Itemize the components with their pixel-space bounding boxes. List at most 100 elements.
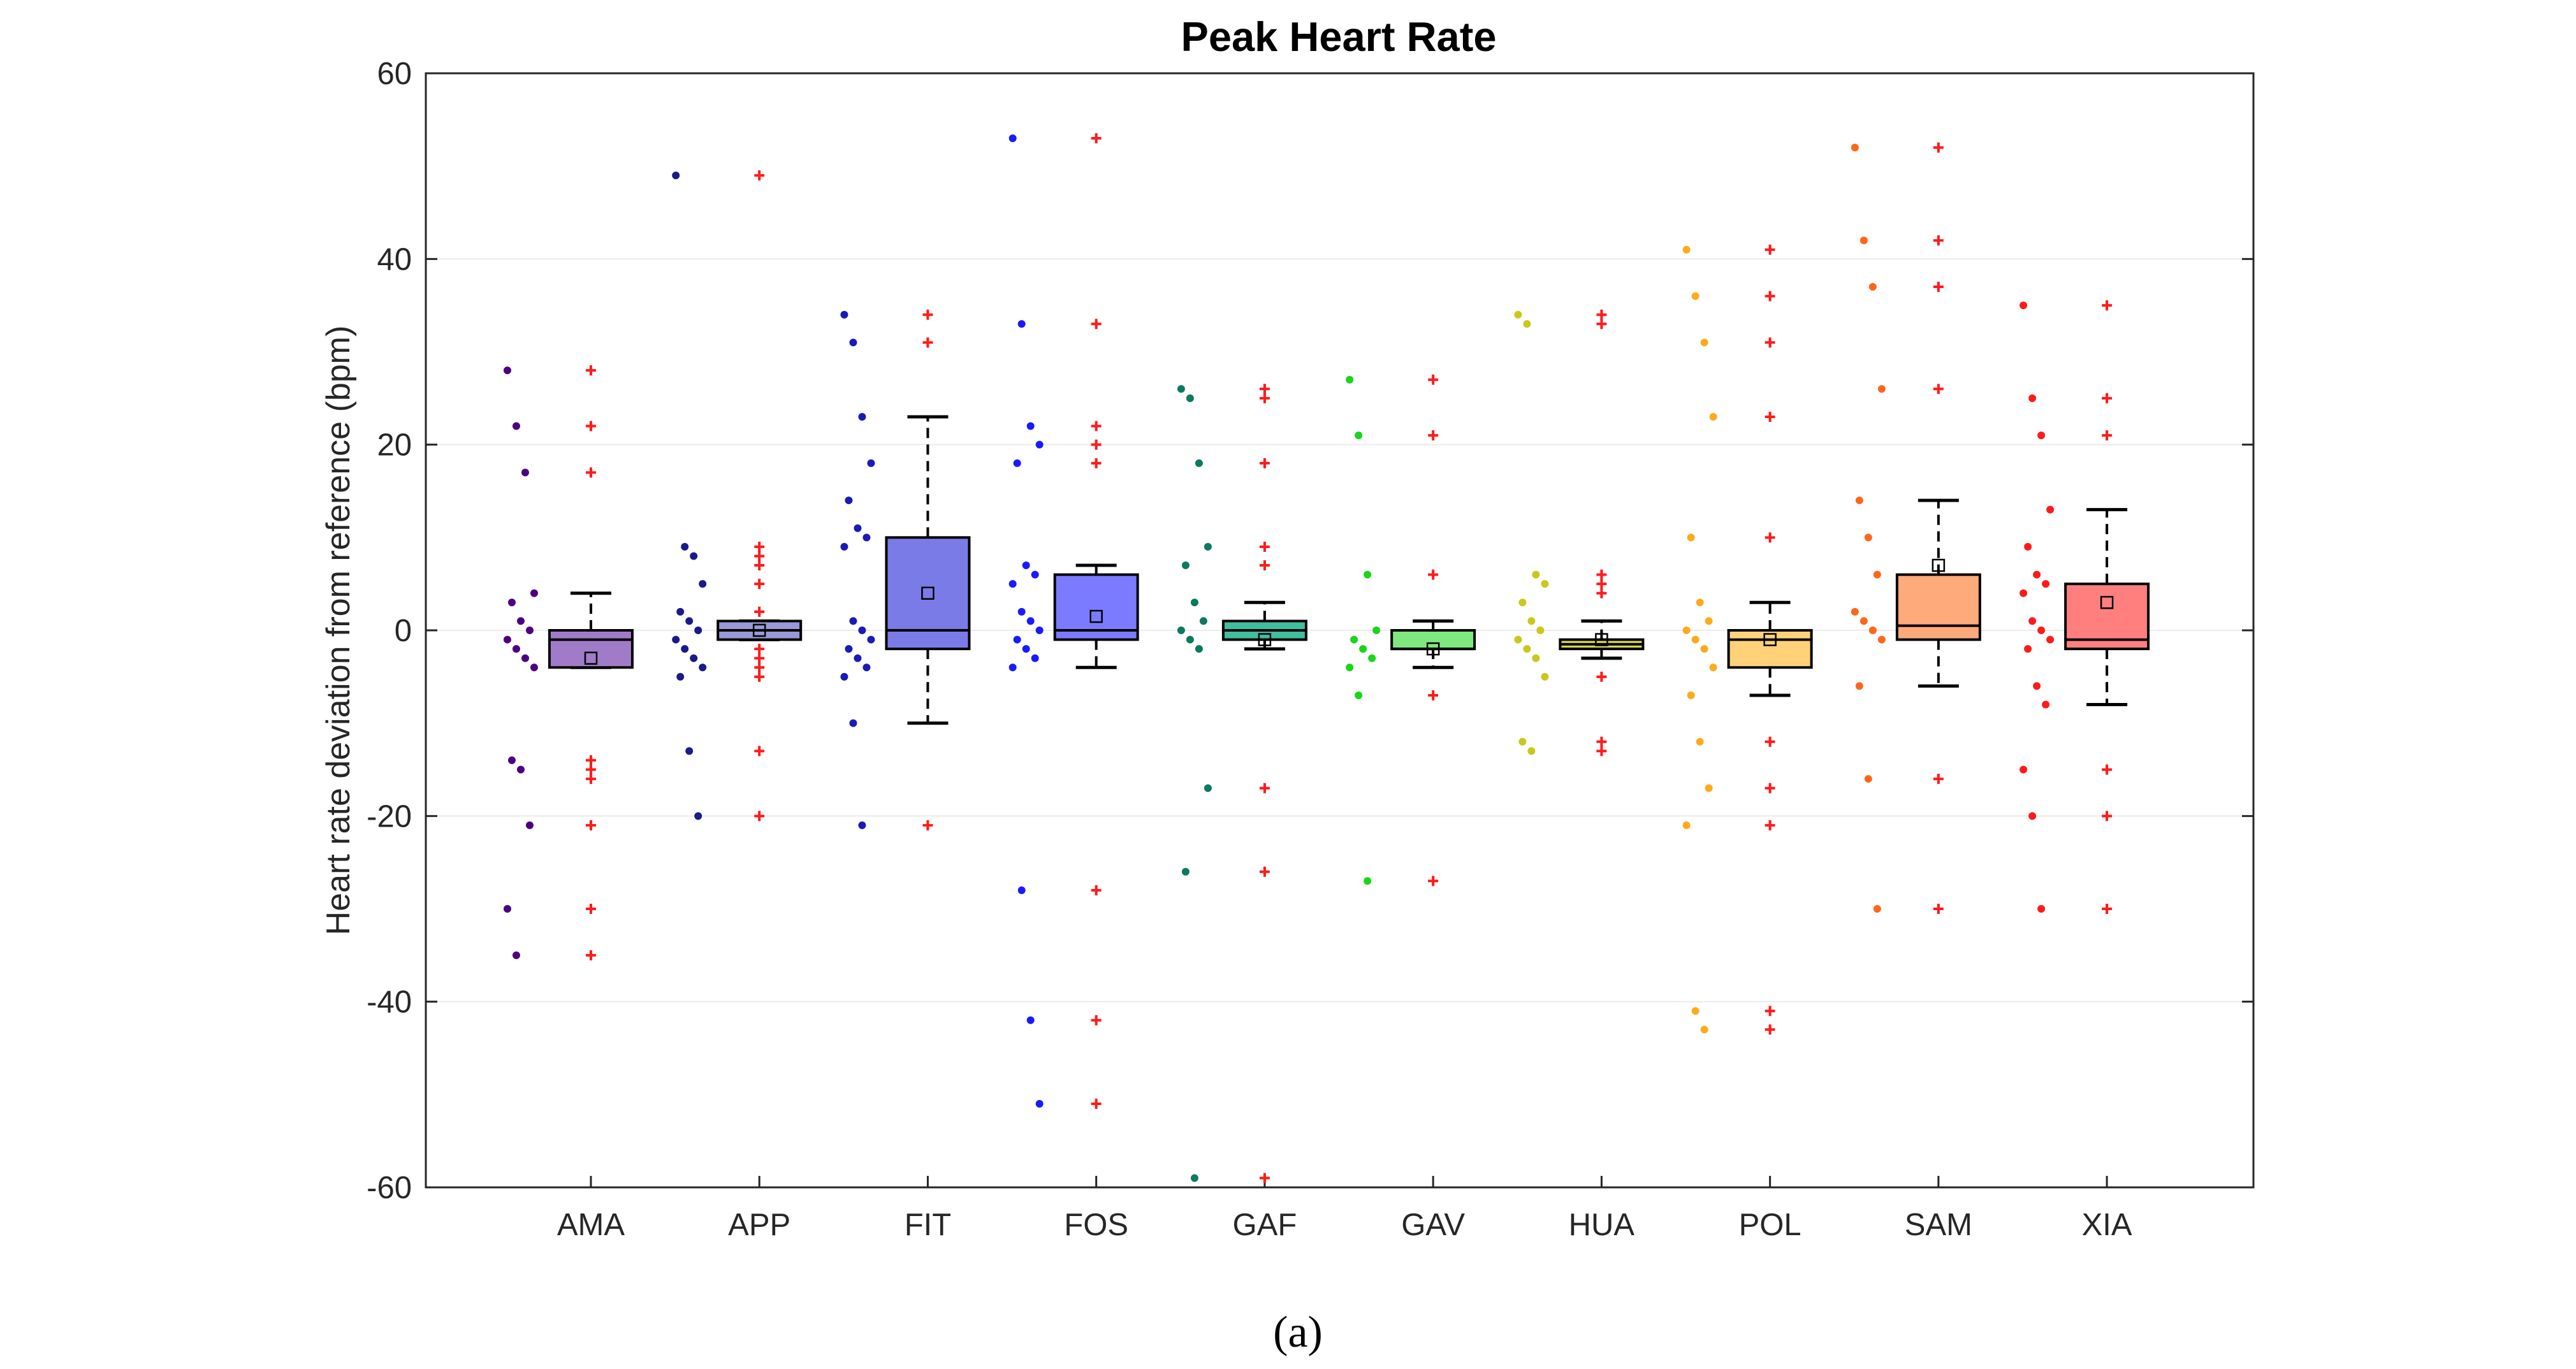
box-group-fit [840,309,971,830]
outlier-marker [585,764,596,775]
data-point [1709,663,1717,672]
outlier-marker [1259,541,1270,552]
data-point [694,627,702,634]
data-point [858,821,866,829]
data-point [2037,905,2046,913]
outlier-marker [1765,411,1775,422]
outlier-marker [1933,282,1944,293]
data-point [1035,1099,1044,1108]
data-point [503,366,511,375]
y-axis-label: Heart rate deviation from reference (bpm… [320,326,357,936]
mean-marker [752,623,766,637]
box-group-pol [1682,244,1813,1035]
data-point [1190,598,1198,607]
data-point [1372,627,1381,634]
data-point [1687,691,1695,699]
data-point [1181,561,1190,570]
data-point [2046,635,2055,644]
outlier-marker [1259,384,1270,395]
outlier-marker [922,337,933,348]
mean-marker [1426,642,1440,656]
data-point [1186,394,1194,402]
outlier-marker [754,170,765,181]
data-point [849,719,857,727]
box-group-sam [1851,142,1981,914]
box-group-gaf [1177,384,1307,1184]
outlier-marker [1259,866,1270,877]
data-point [1355,431,1363,440]
x-tick-label: FOS [1064,1208,1128,1242]
data-point [1350,635,1358,644]
data-point [1017,320,1026,328]
data-point [1022,645,1030,653]
outlier-marker [1933,142,1944,153]
data-point [2028,812,2037,820]
data-point [676,607,685,616]
iqr-box [2064,583,2150,651]
outlier-marker [585,774,596,785]
data-point [1026,617,1035,625]
data-point [1031,570,1039,579]
data-point [1523,645,1531,653]
data-point [1195,645,1203,653]
outlier-marker [754,606,765,617]
mean-marker [1089,609,1103,623]
outlier-marker [1091,439,1102,450]
data-point [516,617,525,625]
x-tick-label: GAF [1233,1208,1297,1242]
mean-marker [584,651,598,665]
data-point [1868,627,1877,634]
data-point [521,468,529,477]
mean-marker [1595,633,1608,646]
data-point [1177,385,1185,393]
data-point [512,422,520,430]
outlier-marker [1091,458,1102,468]
data-point [1687,533,1695,542]
data-point [854,524,862,532]
iqr-box [885,536,971,651]
iqr-box [1053,573,1139,641]
outlier-marker [1765,783,1775,793]
data-point [1017,886,1026,894]
data-point [2028,394,2037,402]
data-point [1864,533,1872,542]
data-point [858,412,866,421]
outlier-marker [1091,885,1102,895]
y-tick-label: 20 [377,428,412,463]
data-point [1541,672,1549,681]
outlier-marker [2102,764,2113,775]
outlier-marker [1428,374,1439,385]
data-point [521,654,529,662]
data-point [858,627,866,634]
outlier-marker [1596,671,1607,682]
data-point [1864,775,1872,783]
data-point [672,635,680,644]
outlier-marker [1765,1006,1775,1017]
outlier-marker [2102,393,2113,403]
outlier-marker [1259,783,1270,793]
data-point [672,171,680,180]
data-point [1031,654,1039,662]
outlier-marker [1091,421,1102,431]
data-point [1700,1025,1708,1034]
data-point [1035,627,1044,634]
y-tick-label: -40 [367,985,412,1020]
data-point [1700,338,1708,347]
data-point [2028,617,2037,625]
data-point [840,542,848,551]
data-point [1855,496,1863,505]
data-point [1204,784,1212,792]
outlier-marker [1259,1173,1270,1184]
outlier-marker [754,746,765,757]
data-point [1700,645,1708,653]
data-point [2024,542,2032,551]
outlier-marker [585,950,596,960]
outlier-marker [1765,1024,1775,1035]
outlier-marker [754,662,765,673]
outlier-marker [1596,588,1607,598]
data-point [507,756,516,764]
data-point [690,552,698,560]
data-point [849,338,857,347]
data-point [685,747,694,755]
